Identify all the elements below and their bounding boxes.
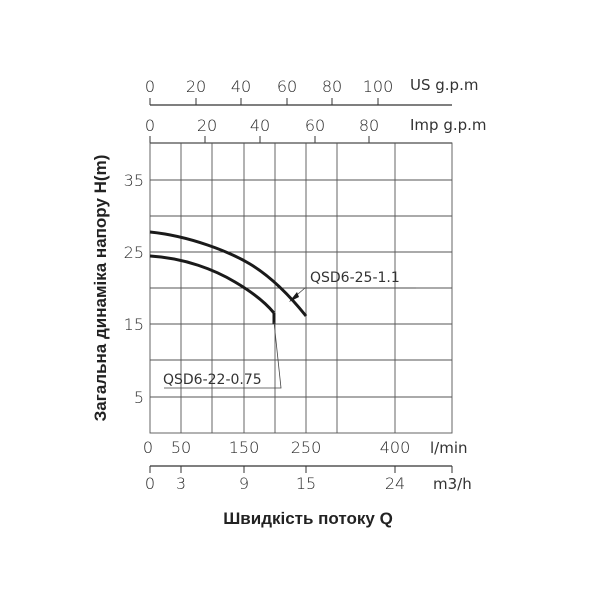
us-gpm-unit: US g.p.m — [410, 76, 478, 94]
lmin-tick: 400 — [380, 438, 411, 457]
lmin-axis: 0 50 150 250 400 l/min — [143, 438, 468, 457]
lmin-tick: 250 — [291, 438, 322, 457]
y-tick: 15 — [124, 315, 144, 334]
y-axis: 35 25 15 5 Загальна динаміка напору H(m) — [91, 155, 144, 422]
us-gpm-axis: 0 20 40 60 80 100 US g.p.m — [145, 76, 478, 106]
m3h-tick: 9 — [239, 474, 249, 493]
us-tick: 100 — [363, 77, 394, 96]
imp-gpm-unit: Imp g.p.m — [410, 116, 487, 134]
m3h-axis: 0 3 9 15 24 m3/h — [145, 465, 472, 493]
us-tick: 80 — [322, 77, 342, 96]
m3h-tick: 0 — [145, 474, 155, 493]
imp-tick: 20 — [197, 116, 217, 135]
y-tick: 5 — [134, 388, 144, 407]
series-qsd6-22-0-75: QSD6-22-0.75 — [149, 254, 282, 389]
y-tick: 25 — [124, 243, 144, 262]
lmin-tick: 50 — [171, 438, 191, 457]
series-label-qsd6-25-1-1: QSD6-25-1.1 — [310, 270, 400, 286]
plot-grid — [149, 142, 453, 434]
imp-tick: 80 — [359, 116, 379, 135]
us-tick: 40 — [231, 77, 251, 96]
us-tick: 0 — [145, 77, 155, 96]
lmin-unit: l/min — [430, 439, 468, 457]
imp-tick: 40 — [250, 116, 270, 135]
imp-tick: 60 — [305, 116, 325, 135]
y-axis-label: Загальна динаміка напору H(m) — [91, 155, 110, 422]
lmin-tick: 0 — [143, 438, 153, 457]
imp-tick: 0 — [145, 116, 155, 135]
series-label-qsd6-22-0-75: QSD6-22-0.75 — [163, 372, 262, 388]
y-tick: 35 — [124, 171, 144, 190]
us-tick: 20 — [186, 77, 206, 96]
m3h-unit: m3/h — [433, 475, 472, 493]
series-qsd6-25-1-1: QSD6-25-1.1 — [149, 230, 416, 317]
imp-gpm-axis: 0 20 40 60 80 Imp g.p.m — [145, 116, 487, 144]
m3h-tick: 3 — [176, 474, 186, 493]
x-axis-label: Швидкість потоку Q — [223, 509, 393, 528]
m3h-tick: 15 — [296, 474, 316, 493]
m3h-tick: 24 — [385, 474, 405, 493]
lmin-tick: 150 — [229, 438, 260, 457]
us-tick: 60 — [277, 77, 297, 96]
